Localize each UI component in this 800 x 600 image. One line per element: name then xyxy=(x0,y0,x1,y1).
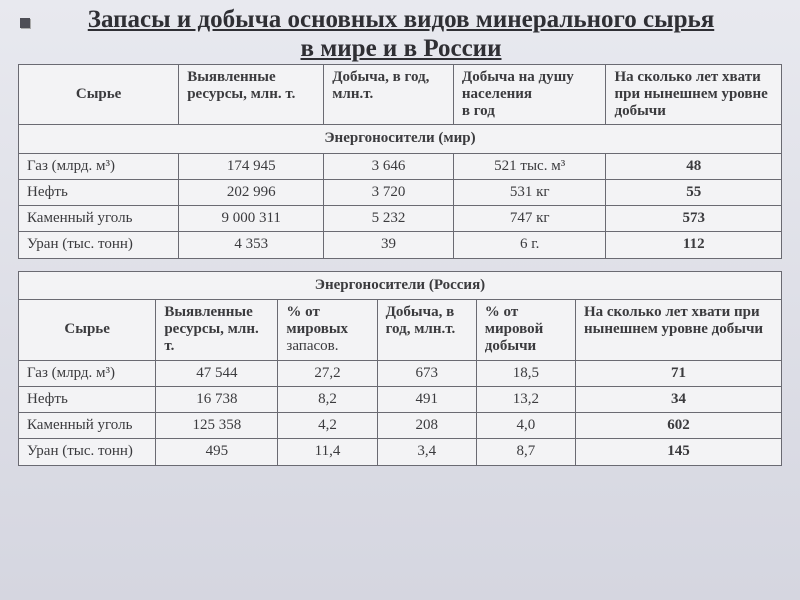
table-row: Каменный уголь 125 358 4,2 208 4,0 602 xyxy=(19,413,782,439)
table-header-row: Сырье Выявленные ресурсы, млн. т. Добыча… xyxy=(19,64,782,125)
col-reserves: Выявленные ресурсы, млн. т. xyxy=(179,64,324,125)
cell-reserves: 47 544 xyxy=(156,360,278,386)
cell-pct-res: 27,2 xyxy=(278,360,377,386)
table-header-row: Сырье Выявленные ресурсы, млн. т. % от м… xyxy=(19,299,782,360)
col-material: Сырье xyxy=(19,64,179,125)
col-years: На сколько лет хвати при нынешнем уровне… xyxy=(575,299,781,360)
cell-years: 573 xyxy=(606,206,782,232)
slide-title: Запасы и добыча основных видов минеральн… xyxy=(40,6,782,64)
cell-pct-prod: 8,7 xyxy=(476,439,575,465)
cell-percap: 747 кг xyxy=(453,206,606,232)
cell-production: 39 xyxy=(324,232,454,258)
cell-production: 5 232 xyxy=(324,206,454,232)
cell-material: Нефть xyxy=(19,386,156,412)
cell-percap: 521 тыс. м³ xyxy=(453,153,606,179)
cell-reserves: 16 738 xyxy=(156,386,278,412)
col-reserves: Выявленные ресурсы, млн. т. xyxy=(156,299,278,360)
cell-material: Каменный уголь xyxy=(19,413,156,439)
col-pct-production: % от мировой добычи xyxy=(476,299,575,360)
cell-material: Каменный уголь xyxy=(19,206,179,232)
cell-years: 71 xyxy=(575,360,781,386)
col-years: На сколько лет хвати при нынешнем уровне… xyxy=(606,64,782,125)
cell-percap: 531 кг xyxy=(453,179,606,205)
cell-production: 673 xyxy=(377,360,476,386)
cell-pct-res: 4,2 xyxy=(278,413,377,439)
cell-years: 55 xyxy=(606,179,782,205)
col-material: Сырье xyxy=(19,299,156,360)
cell-percap: 6 г. xyxy=(453,232,606,258)
cell-years: 112 xyxy=(606,232,782,258)
cell-years: 48 xyxy=(606,153,782,179)
cell-production: 3 720 xyxy=(324,179,454,205)
col-production: Добыча, в год, млн.т. xyxy=(324,64,454,125)
table-world: Сырье Выявленные ресурсы, млн. т. Добыча… xyxy=(18,64,782,259)
cell-material: Газ (млрд. м³) xyxy=(19,153,179,179)
col-production: Добыча, в год, млн.т. xyxy=(377,299,476,360)
cell-reserves: 9 000 311 xyxy=(179,206,324,232)
col-pct-reserves: % от мировых запасов. xyxy=(278,299,377,360)
cell-pct-prod: 13,2 xyxy=(476,386,575,412)
table-row: Нефть 202 996 3 720 531 кг 55 xyxy=(19,179,782,205)
cell-production: 208 xyxy=(377,413,476,439)
cell-reserves: 202 996 xyxy=(179,179,324,205)
cell-pct-res: 11,4 xyxy=(278,439,377,465)
section-row-world: Энергоносители (мир) xyxy=(19,125,782,153)
cell-pct-prod: 4,0 xyxy=(476,413,575,439)
section-row-russia: Энергоносители (Россия) xyxy=(19,271,782,299)
table-row: Уран (тыс. тонн) 495 11,4 3,4 8,7 145 xyxy=(19,439,782,465)
table-row: Каменный уголь 9 000 311 5 232 747 кг 57… xyxy=(19,206,782,232)
cell-years: 34 xyxy=(575,386,781,412)
cell-material: Уран (тыс. тонн) xyxy=(19,232,179,258)
cell-material: Уран (тыс. тонн) xyxy=(19,439,156,465)
cell-years: 145 xyxy=(575,439,781,465)
title-line-2: в мире и в России xyxy=(301,35,502,62)
table-row: Уран (тыс. тонн) 4 353 39 6 г. 112 xyxy=(19,232,782,258)
cell-pct-res: 8,2 xyxy=(278,386,377,412)
cell-reserves: 174 945 xyxy=(179,153,324,179)
title-bullet xyxy=(20,18,30,28)
title-line-1: Запасы и добыча основных видов минеральн… xyxy=(88,6,715,33)
cell-material: Газ (млрд. м³) xyxy=(19,360,156,386)
cell-pct-prod: 18,5 xyxy=(476,360,575,386)
cell-production: 3,4 xyxy=(377,439,476,465)
table-row: Газ (млрд. м³) 174 945 3 646 521 тыс. м³… xyxy=(19,153,782,179)
section-label: Энергоносители (мир) xyxy=(19,125,782,153)
table-row: Нефть 16 738 8,2 491 13,2 34 xyxy=(19,386,782,412)
cell-reserves: 125 358 xyxy=(156,413,278,439)
col-percapita: Добыча на душу населения в год xyxy=(453,64,606,125)
cell-reserves: 4 353 xyxy=(179,232,324,258)
cell-reserves: 495 xyxy=(156,439,278,465)
cell-production: 3 646 xyxy=(324,153,454,179)
cell-material: Нефть xyxy=(19,179,179,205)
slide-title-row: Запасы и добыча основных видов минеральн… xyxy=(18,6,782,64)
cell-years: 602 xyxy=(575,413,781,439)
table-russia: Энергоносители (Россия) Сырье Выявленные… xyxy=(18,271,782,466)
section-label: Энергоносители (Россия) xyxy=(19,271,782,299)
table-row: Газ (млрд. м³) 47 544 27,2 673 18,5 71 xyxy=(19,360,782,386)
cell-production: 491 xyxy=(377,386,476,412)
